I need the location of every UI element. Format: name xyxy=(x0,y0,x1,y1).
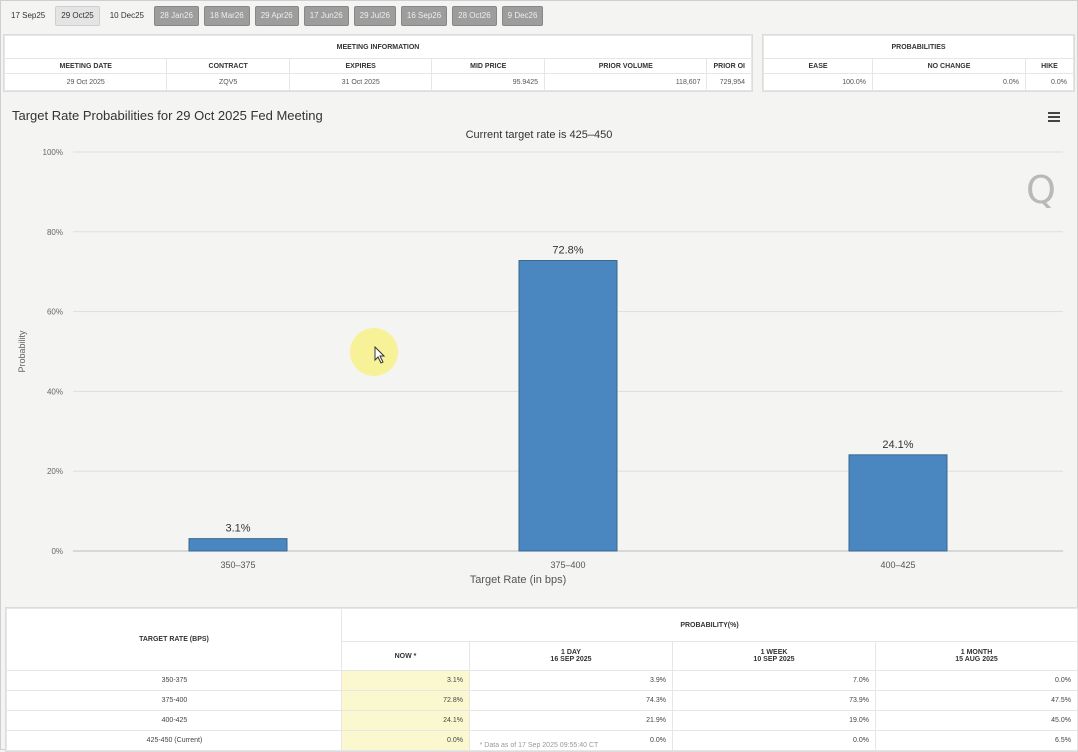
expires-value: 31 Oct 2025 xyxy=(288,73,433,91)
one-month-column-header: 1 MONTH 15 AUG 2025 xyxy=(875,641,1078,671)
now-cell: 24.1% xyxy=(341,710,470,731)
target-rate-header: TARGET RATE (BPS) xyxy=(6,608,342,671)
probabilities-header: PROBABILITIES xyxy=(763,35,1074,59)
one-month-cell: 45.0% xyxy=(875,710,1078,731)
bar-value-label: 3.1% xyxy=(225,523,250,535)
prior-volume-value: 118,607 xyxy=(544,73,708,91)
target-rate-cell: 375-400 xyxy=(6,690,342,711)
meeting-tab[interactable]: 29 Apr26 xyxy=(254,6,299,26)
probabilities-panel: PROBABILITIES EASE NO CHANGE HIKE 100.0%… xyxy=(762,34,1075,92)
one-month-cell: 0.0% xyxy=(875,670,1078,691)
one-week-cell: 73.9% xyxy=(672,690,876,711)
meeting-tab[interactable]: 17 Sep25 xyxy=(11,11,46,20)
x-tick-label: 400–425 xyxy=(880,560,915,570)
meeting-information-panel: MEETING INFORMATION MEETING DATE CONTRAC… xyxy=(3,34,753,92)
one-week-column-header: 1 WEEK 10 SEP 2025 xyxy=(672,641,876,671)
meeting-tab[interactable]: 28 Oct26 xyxy=(452,6,497,26)
meeting-tab[interactable]: 18 Mar26 xyxy=(203,6,250,26)
column-header: MEETING DATE xyxy=(3,58,168,74)
meeting-tab[interactable]: 17 Jun26 xyxy=(303,6,349,26)
one-day-cell: 3.9% xyxy=(469,670,673,691)
column-header: PRIOR VOLUME xyxy=(544,58,708,74)
meeting-tabs: 17 Sep25 29 Oct25 10 Dec25 28 Jan26 18 M… xyxy=(6,6,544,26)
meeting-tab[interactable]: 16 Sep26 xyxy=(400,6,448,26)
chart-subtitle: Current target rate is 425–450 xyxy=(465,129,613,141)
y-tick-label: 20% xyxy=(47,467,63,476)
meeting-information-header: MEETING INFORMATION xyxy=(4,35,752,59)
no-change-value: 0.0% xyxy=(872,73,1026,91)
bar xyxy=(188,538,288,552)
x-tick-label: 375–400 xyxy=(550,560,585,570)
now-cell: 72.8% xyxy=(341,690,470,711)
now-cell: 3.1% xyxy=(341,670,470,691)
one-week-cell: 19.0% xyxy=(672,710,876,731)
one-month-cell: 47.5% xyxy=(875,690,1078,711)
column-header: EXPIRES xyxy=(288,58,433,74)
target-rate-probability-table: TARGET RATE (BPS) PROBABILITY(%) NOW * 1… xyxy=(5,607,1078,752)
meeting-tab[interactable]: 10 Dec25 xyxy=(109,11,144,20)
bar-value-label: 24.1% xyxy=(882,439,913,451)
x-tick-label: 350–375 xyxy=(220,560,255,570)
meeting-date-value: 29 Oct 2025 xyxy=(3,73,168,91)
chart-menu-icon[interactable] xyxy=(1048,112,1060,122)
chart-title: Target Rate Probabilities for 29 Oct 202… xyxy=(12,108,323,123)
one-day-cell: 74.3% xyxy=(469,690,673,711)
y-tick-label: 40% xyxy=(47,387,63,396)
column-header: NO CHANGE xyxy=(872,58,1026,74)
probability-bar-chart: 0% 20% 40% 60% 80% 100% 3.1% 350–375 72.8% 375–40… xyxy=(17,148,1063,586)
meeting-tab[interactable]: 9 Dec26 xyxy=(501,6,544,26)
y-tick-label: 60% xyxy=(47,308,63,317)
table-row: 425-450 (Current) 0.0% 0.0% 0.0% 6.5% xyxy=(6,730,1078,751)
table-row: 350-375 3.1% 3.9% 7.0% 0.0% xyxy=(6,670,1078,691)
data-timestamp-footnote: * Data as of 17 Sep 2025 09:55:40 CT xyxy=(479,742,599,749)
target-rate-cell: 350-375 xyxy=(6,670,342,691)
one-day-column-header: 1 DAY 16 SEP 2025 xyxy=(469,641,673,671)
y-tick-label: 80% xyxy=(47,228,63,237)
hike-value: 0.0% xyxy=(1025,73,1074,91)
prior-oi-value: 729,954 xyxy=(706,73,752,91)
target-rate-cell: 400-425 xyxy=(6,710,342,731)
mouse-cursor-icon xyxy=(374,346,386,364)
column-header: HIKE xyxy=(1025,58,1074,74)
probability-header: PROBABILITY(%) xyxy=(341,608,1078,642)
contract-value: ZQV5 xyxy=(166,73,290,91)
cursor-highlight xyxy=(350,328,398,376)
q-logo-icon: Q xyxy=(1026,168,1056,212)
mid-price-value: 95.9425 xyxy=(431,73,546,91)
bar xyxy=(848,454,948,552)
column-header: EASE xyxy=(763,58,873,74)
one-day-cell: 21.9% xyxy=(469,710,673,731)
one-week-cell: 7.0% xyxy=(672,670,876,691)
meeting-tab[interactable]: 29 Jul26 xyxy=(353,6,396,26)
table-row: 375-400 72.8% 74.3% 73.9% 47.5% xyxy=(6,690,1078,711)
y-tick-label: 100% xyxy=(43,148,63,157)
column-header: PRIOR OI xyxy=(706,58,752,74)
y-tick-label: 0% xyxy=(51,547,63,556)
table-row: 400-425 24.1% 21.9% 19.0% 45.0% xyxy=(6,710,1078,731)
meeting-tab[interactable]: 28 Jan26 xyxy=(153,6,199,26)
ease-value: 100.0% xyxy=(763,73,873,91)
meeting-tab[interactable]: 29 Oct25 xyxy=(55,6,100,26)
x-axis-title: Target Rate (in bps) xyxy=(470,574,567,586)
now-column-header: NOW * xyxy=(341,641,470,671)
bar-value-label: 72.8% xyxy=(552,245,583,257)
column-header: MID PRICE xyxy=(431,58,546,74)
column-header: CONTRACT xyxy=(166,58,290,74)
y-axis-title: Probability xyxy=(17,330,27,373)
bar xyxy=(518,260,618,552)
